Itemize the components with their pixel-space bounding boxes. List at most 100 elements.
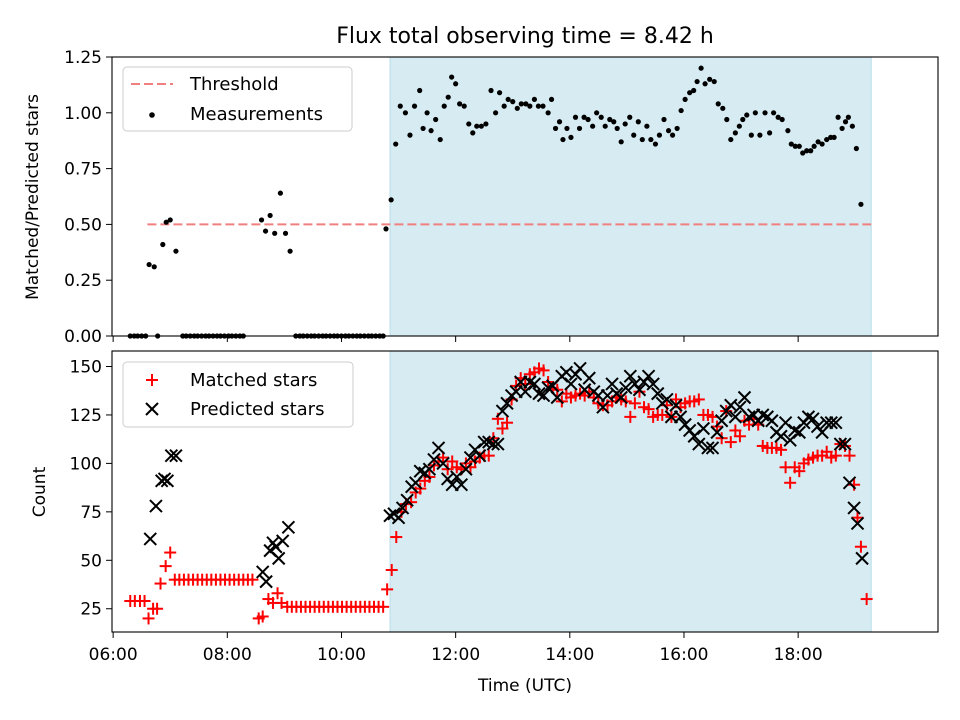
measurement-point: [648, 136, 654, 143]
matched-star-point: [246, 573, 259, 586]
measurement-point: [449, 74, 455, 80]
measurement-point: [572, 114, 579, 120]
predicted-star-point: [596, 400, 610, 414]
x-tick-label: 12:00: [431, 645, 480, 665]
matched-star-point: [784, 476, 797, 489]
measurement-point: [724, 116, 730, 123]
measurement-point: [287, 248, 293, 254]
predicted-star-point: [427, 452, 441, 467]
x-tick-label: 06:00: [89, 645, 138, 665]
measurement-point: [466, 121, 472, 127]
measurement-point: [272, 230, 278, 236]
measurement-point: [702, 81, 708, 87]
measurement-point: [527, 103, 533, 109]
predicted-star-point: [737, 390, 752, 405]
predicted-star-point: [259, 574, 273, 589]
measurement-point: [607, 116, 613, 123]
measurement-point: [622, 121, 628, 127]
measurement-point: [698, 65, 704, 71]
measurement-point: [720, 105, 726, 111]
measurement-point: [146, 261, 152, 268]
measurement-point: [770, 110, 777, 116]
measurement-point: [842, 119, 849, 125]
measurement-point: [631, 132, 637, 138]
predicted-star-point: [472, 448, 487, 463]
matched-star-point: [154, 577, 167, 590]
predicted-star-point: [164, 448, 179, 463]
predicted-star-point: [646, 377, 660, 391]
measurement-point: [711, 78, 717, 85]
predicted-star-point: [486, 437, 501, 451]
top-y-tick-label: 0.50: [64, 215, 102, 235]
measurement-point: [707, 76, 713, 82]
predicted-star-point: [454, 478, 469, 492]
measurement-point: [277, 190, 283, 196]
matched-star-point: [377, 600, 390, 613]
matched-star-point: [656, 408, 669, 421]
measurement-point: [788, 141, 794, 147]
top-shaded-region: [389, 56, 872, 337]
bottom-y-tick-label: 125: [70, 406, 102, 426]
predicted-star-point: [281, 520, 296, 535]
predicted-star-point: [255, 565, 270, 579]
legend-measurements-label: Measurements: [190, 104, 323, 125]
bottom-shaded-region: [389, 350, 872, 633]
predicted-star-point: [491, 437, 505, 451]
measurement-point: [590, 123, 596, 129]
measurement-point: [849, 123, 855, 129]
predicted-star-point: [619, 381, 633, 395]
measurement-point: [644, 123, 650, 129]
measurement-point: [383, 226, 389, 232]
measurement-point: [635, 119, 641, 125]
measurement-point: [767, 130, 773, 136]
measurement-point: [167, 217, 173, 223]
measurement-point: [424, 110, 430, 116]
measurement-point: [618, 139, 624, 145]
matched-star-point: [164, 546, 177, 559]
measurement-point: [694, 78, 700, 85]
measurement-point: [411, 103, 418, 109]
measurement-point: [652, 141, 659, 147]
predicted-star-point: [523, 375, 537, 389]
predicted-star-point: [391, 510, 406, 525]
measurement-point: [173, 248, 179, 254]
measurement-point: [665, 128, 672, 134]
measurement-point: [656, 132, 663, 138]
top-x-ticks: [112, 336, 799, 342]
measurement-point: [835, 114, 841, 120]
predicted-star-point: [838, 437, 852, 451]
measurement-point: [824, 136, 830, 143]
predicted-star-point: [550, 390, 564, 405]
measurement-point: [453, 81, 459, 87]
legend-matched-label: Matched stars: [190, 370, 317, 391]
measurement-point: [639, 136, 645, 143]
matched-star-point: [829, 449, 842, 462]
bottom-x-ticks: 06:00 08:00 10:00 12:00 14:00 16:00 18:00: [89, 632, 823, 665]
bottom-y-tick-label: 150: [70, 358, 102, 378]
x-tick-label: 18:00: [774, 645, 823, 665]
x-tick-label: 10:00: [317, 645, 366, 665]
measurement-point: [728, 136, 734, 143]
x-tick-label: 16:00: [659, 645, 708, 665]
matched-star-point: [482, 449, 495, 462]
measurement-point: [564, 125, 570, 132]
measurement-point: [614, 125, 620, 132]
predicted-star-point: [271, 551, 286, 566]
measurement-point: [496, 90, 503, 96]
predicted-star-point: [806, 412, 820, 426]
measurement-point: [483, 121, 489, 127]
legend-measurements-swatch: [149, 112, 155, 118]
bottom-legend: Matched stars Predicted stars: [122, 361, 354, 428]
matched-star-point: [854, 540, 867, 553]
bottom-y-tick-label: 100: [70, 454, 102, 474]
measurement-point: [445, 94, 451, 100]
matched-star-point: [385, 563, 398, 576]
top-y-tick-label: 0.00: [64, 327, 102, 347]
measurement-point: [715, 101, 721, 107]
measurement-point: [691, 87, 697, 94]
measurement-point: [568, 134, 574, 140]
measurement-point: [552, 125, 559, 132]
predicted-star-point: [669, 398, 683, 412]
measurement-point: [853, 145, 859, 152]
